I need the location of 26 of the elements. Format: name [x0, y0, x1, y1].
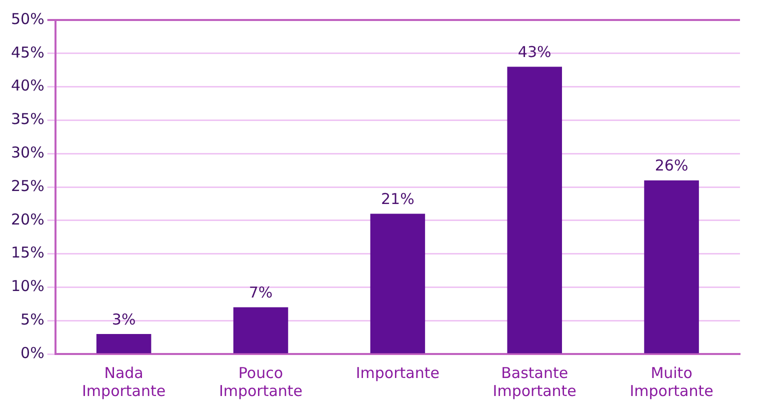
y-tick-label: 40% — [10, 76, 44, 95]
y-tick-label: 50% — [10, 10, 44, 28]
bar — [233, 307, 288, 354]
data-label: 21% — [381, 190, 414, 208]
y-tick-label: 30% — [10, 143, 44, 162]
y-tick-label: 15% — [10, 244, 44, 262]
y-tick-label: 0% — [20, 344, 44, 362]
y-tick-label: 20% — [10, 210, 44, 228]
x-tick-label: Pouco Importante — [218, 364, 303, 400]
y-tick-label: 5% — [20, 310, 44, 328]
y-tick-label: 25% — [10, 176, 44, 195]
y-tick-label: 35% — [10, 110, 44, 128]
x-tick-label: Bastante Importante — [492, 364, 576, 400]
data-label: 7% — [248, 284, 273, 302]
bar — [370, 214, 426, 354]
y-tick-label: 45% — [10, 43, 44, 62]
data-label: 26% — [654, 156, 688, 175]
bar — [644, 180, 699, 354]
data-label: 43% — [518, 43, 552, 62]
x-tick-label: Nada Importante — [82, 364, 166, 400]
data-label: 3% — [112, 310, 136, 328]
x-tick-label: Importante — [356, 364, 440, 382]
bar — [96, 334, 152, 354]
bar — [507, 66, 562, 354]
y-tick-label: 10% — [10, 277, 44, 296]
x-tick-label: Muito Importante — [630, 364, 714, 400]
